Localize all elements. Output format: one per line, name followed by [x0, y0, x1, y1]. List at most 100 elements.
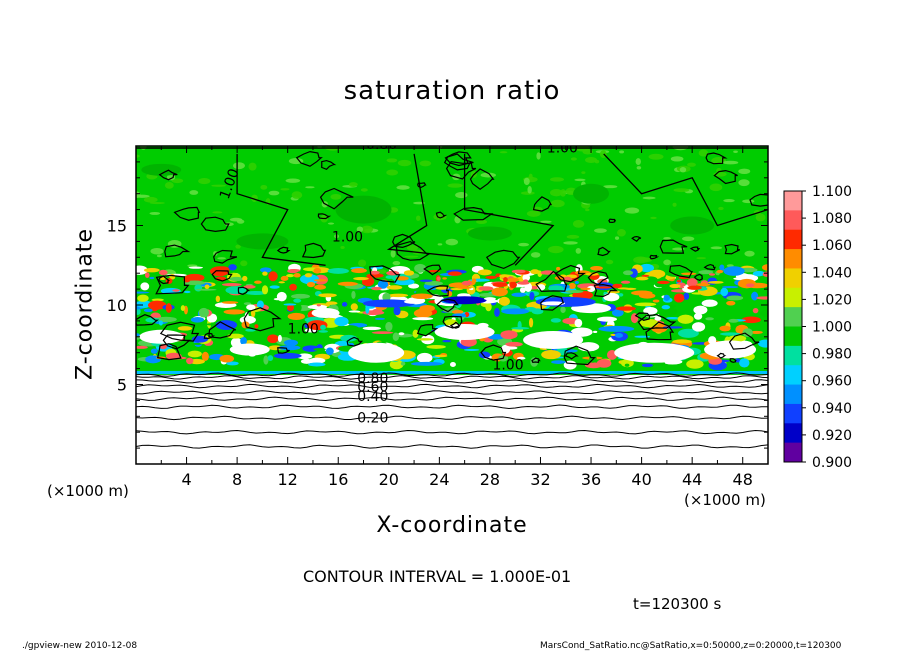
- colorbar-segment: [784, 403, 802, 424]
- field-blob: [726, 295, 744, 301]
- field-blob: [682, 236, 695, 242]
- field-blob: [226, 361, 239, 366]
- field-blob: [351, 268, 367, 274]
- field-blob: [577, 342, 600, 352]
- field-blob: [723, 266, 745, 276]
- field-blob: [362, 281, 368, 285]
- field-blob: [243, 285, 256, 289]
- colorbar-segment: [784, 442, 802, 463]
- field-blob: [267, 355, 274, 361]
- field-blob: [461, 280, 473, 286]
- x-tick-label: 32: [530, 470, 550, 489]
- contour-line: [156, 343, 182, 361]
- field-blob: [219, 354, 235, 363]
- colorbar-segment: [784, 384, 802, 405]
- field-blob: [221, 283, 242, 287]
- field-blob: [637, 257, 653, 263]
- contour-label: 0.80: [366, 137, 397, 153]
- field-blob: [283, 303, 297, 306]
- field-blob: [177, 326, 193, 331]
- field-blob: [580, 287, 591, 291]
- field-blob: [614, 332, 624, 338]
- field-blob: [719, 332, 741, 336]
- field-blob: [385, 321, 393, 332]
- field-blob: [278, 345, 301, 351]
- field-blob: [150, 247, 164, 255]
- field-blob: [681, 272, 697, 276]
- field-blob: [136, 265, 148, 275]
- field-blob: [672, 247, 685, 251]
- field-blob: [629, 268, 638, 278]
- x-tick-label: 28: [480, 470, 500, 489]
- contour-label: 0.80: [357, 371, 388, 387]
- field-blob: [701, 281, 707, 287]
- field-blob: [744, 250, 755, 257]
- field-blob: [585, 208, 590, 212]
- field-blob: [704, 340, 757, 359]
- field-blob: [308, 360, 316, 363]
- field-blob: [676, 279, 682, 283]
- field-blob: [147, 300, 167, 310]
- field-blob: [136, 194, 150, 198]
- contour-line: [729, 358, 737, 363]
- field-blob: [516, 356, 526, 360]
- field-blob: [325, 301, 338, 306]
- contour-label: 0.60: [357, 380, 388, 396]
- field-blob: [693, 305, 708, 315]
- field-blob: [760, 309, 768, 318]
- field-blob: [149, 276, 155, 280]
- field-blob: [416, 338, 434, 341]
- field-blob: [586, 285, 596, 293]
- field-blob: [752, 308, 759, 314]
- contour-line: [417, 182, 427, 189]
- field-blob: [341, 302, 348, 307]
- field-blob: [548, 285, 564, 292]
- field-blob: [637, 303, 653, 306]
- field-blob: [136, 300, 152, 309]
- field-blob: [412, 329, 419, 338]
- contour-interval-note: CONTOUR INTERVAL = 1.000E-01: [303, 567, 572, 586]
- field-blob: [758, 339, 768, 348]
- contour-line: [535, 270, 568, 293]
- field-blob: [698, 149, 709, 157]
- field-blob: [696, 257, 707, 260]
- field-blob: [585, 156, 598, 164]
- colorbar-label: 0.980: [812, 347, 852, 363]
- field-blob: [665, 276, 675, 280]
- field-blob: [400, 361, 406, 366]
- field-blob: [278, 281, 285, 284]
- field-blob: [650, 216, 657, 220]
- contour-line: [213, 249, 238, 264]
- field-blob: [575, 248, 581, 254]
- field-blob: [445, 238, 459, 246]
- field-blob: [716, 269, 724, 274]
- contour-line: [157, 275, 171, 285]
- colorbar-segment: [784, 287, 802, 308]
- field-blob: [672, 146, 689, 151]
- field-blob: [419, 160, 432, 167]
- field-blob: [217, 257, 227, 260]
- contour-line: [236, 153, 326, 266]
- contour-line: [554, 264, 586, 283]
- field-blob: [334, 316, 349, 327]
- field-blob: [306, 281, 316, 288]
- field-blob: [568, 282, 576, 289]
- field-blob: [610, 333, 616, 336]
- field-blob: [593, 330, 598, 334]
- contour-line: [208, 321, 237, 339]
- field-blob: [503, 276, 508, 283]
- field-blob: [447, 183, 463, 188]
- contour-line: [392, 233, 416, 249]
- field-blob: [385, 275, 395, 279]
- x-tick-label: 40: [631, 470, 651, 489]
- contour-line: [136, 372, 768, 377]
- field-blob: [136, 154, 140, 158]
- contour-label: 1.00: [332, 229, 363, 245]
- field-blob: [735, 358, 741, 363]
- field-blob: [574, 318, 583, 328]
- field-blob: [240, 337, 247, 345]
- field-blob: [291, 293, 311, 299]
- field-blob: [451, 309, 464, 314]
- field-blob: [362, 326, 381, 331]
- field-blob: [339, 325, 360, 334]
